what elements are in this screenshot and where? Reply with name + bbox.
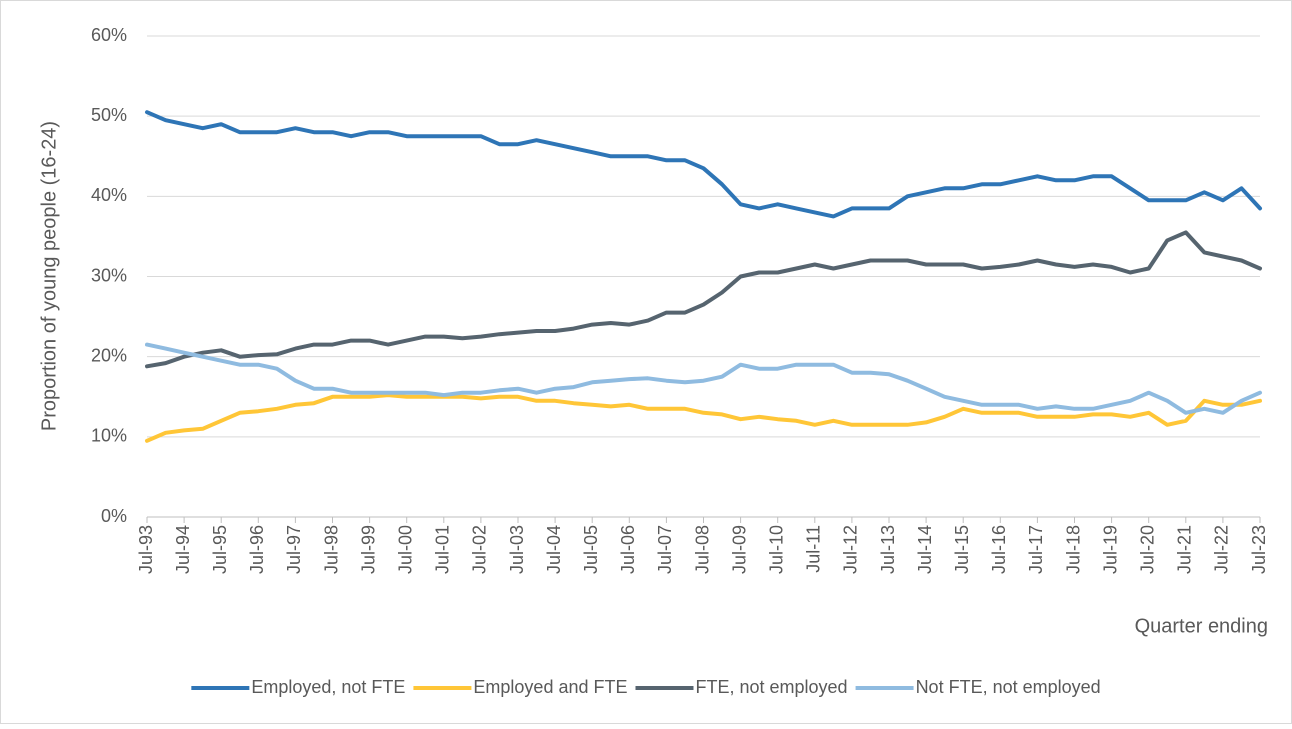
x-tick-label: Jul-97 <box>284 525 304 574</box>
x-tick-label: Jul-10 <box>766 525 786 574</box>
x-axis-title: Quarter ending <box>1135 615 1268 637</box>
legend-label: Employed and FTE <box>473 677 627 697</box>
x-tick-label: Jul-15 <box>952 525 972 574</box>
x-tick-label: Jul-22 <box>1212 525 1232 574</box>
x-tick-label: Jul-95 <box>210 525 230 574</box>
x-tick-label: Jul-07 <box>655 525 675 574</box>
series-line <box>145 393 1262 443</box>
x-tick-label: Jul-06 <box>618 525 638 574</box>
x-tick-label: Jul-11 <box>804 525 824 573</box>
series-line <box>145 110 1262 219</box>
y-tick-label: 10% <box>91 426 127 446</box>
x-tick-label: Jul-01 <box>433 525 453 574</box>
x-tick-label: Jul-21 <box>1175 525 1195 574</box>
y-tick-label: 50% <box>91 105 127 125</box>
x-tick-label: Jul-12 <box>841 525 861 574</box>
y-tick-label: 60% <box>91 25 127 45</box>
legend-label: Employed, not FTE <box>251 677 405 697</box>
x-tick-label: Jul-17 <box>1026 525 1046 574</box>
x-tick-label: Jul-99 <box>358 525 378 574</box>
legend-label: Not FTE, not employed <box>916 677 1101 697</box>
x-tick-label: Jul-20 <box>1137 525 1157 574</box>
x-tick-label: Jul-00 <box>395 525 415 574</box>
x-tick-label: Jul-94 <box>173 525 193 574</box>
x-tick-label: Jul-23 <box>1249 525 1269 574</box>
x-tick-label: Jul-03 <box>507 525 527 574</box>
x-tick-label: Jul-09 <box>729 525 749 574</box>
x-tick-label: Jul-02 <box>470 525 490 574</box>
x-tick-label: Jul-08 <box>692 525 712 574</box>
x-tick-label: Jul-04 <box>544 525 564 574</box>
y-axis-title: Proportion of young people (16-24) <box>38 121 60 431</box>
series-line <box>145 230 1262 369</box>
y-tick-label: 40% <box>91 185 127 205</box>
x-tick-label: Jul-16 <box>989 525 1009 574</box>
x-tick-label: Jul-98 <box>321 525 341 574</box>
legend-label: FTE, not employed <box>695 677 847 697</box>
x-tick-label: Jul-19 <box>1100 525 1120 574</box>
x-tick-label: Jul-96 <box>247 525 267 574</box>
y-tick-label: 0% <box>101 506 127 526</box>
x-tick-label: Jul-13 <box>878 525 898 574</box>
x-tick-label: Jul-18 <box>1063 525 1083 574</box>
x-tick-label: Jul-14 <box>915 525 935 574</box>
x-tick-label: Jul-93 <box>136 525 156 574</box>
series-line <box>145 342 1262 415</box>
y-tick-label: 30% <box>91 265 127 285</box>
y-tick-label: 20% <box>91 345 127 365</box>
x-tick-label: Jul-05 <box>581 525 601 574</box>
